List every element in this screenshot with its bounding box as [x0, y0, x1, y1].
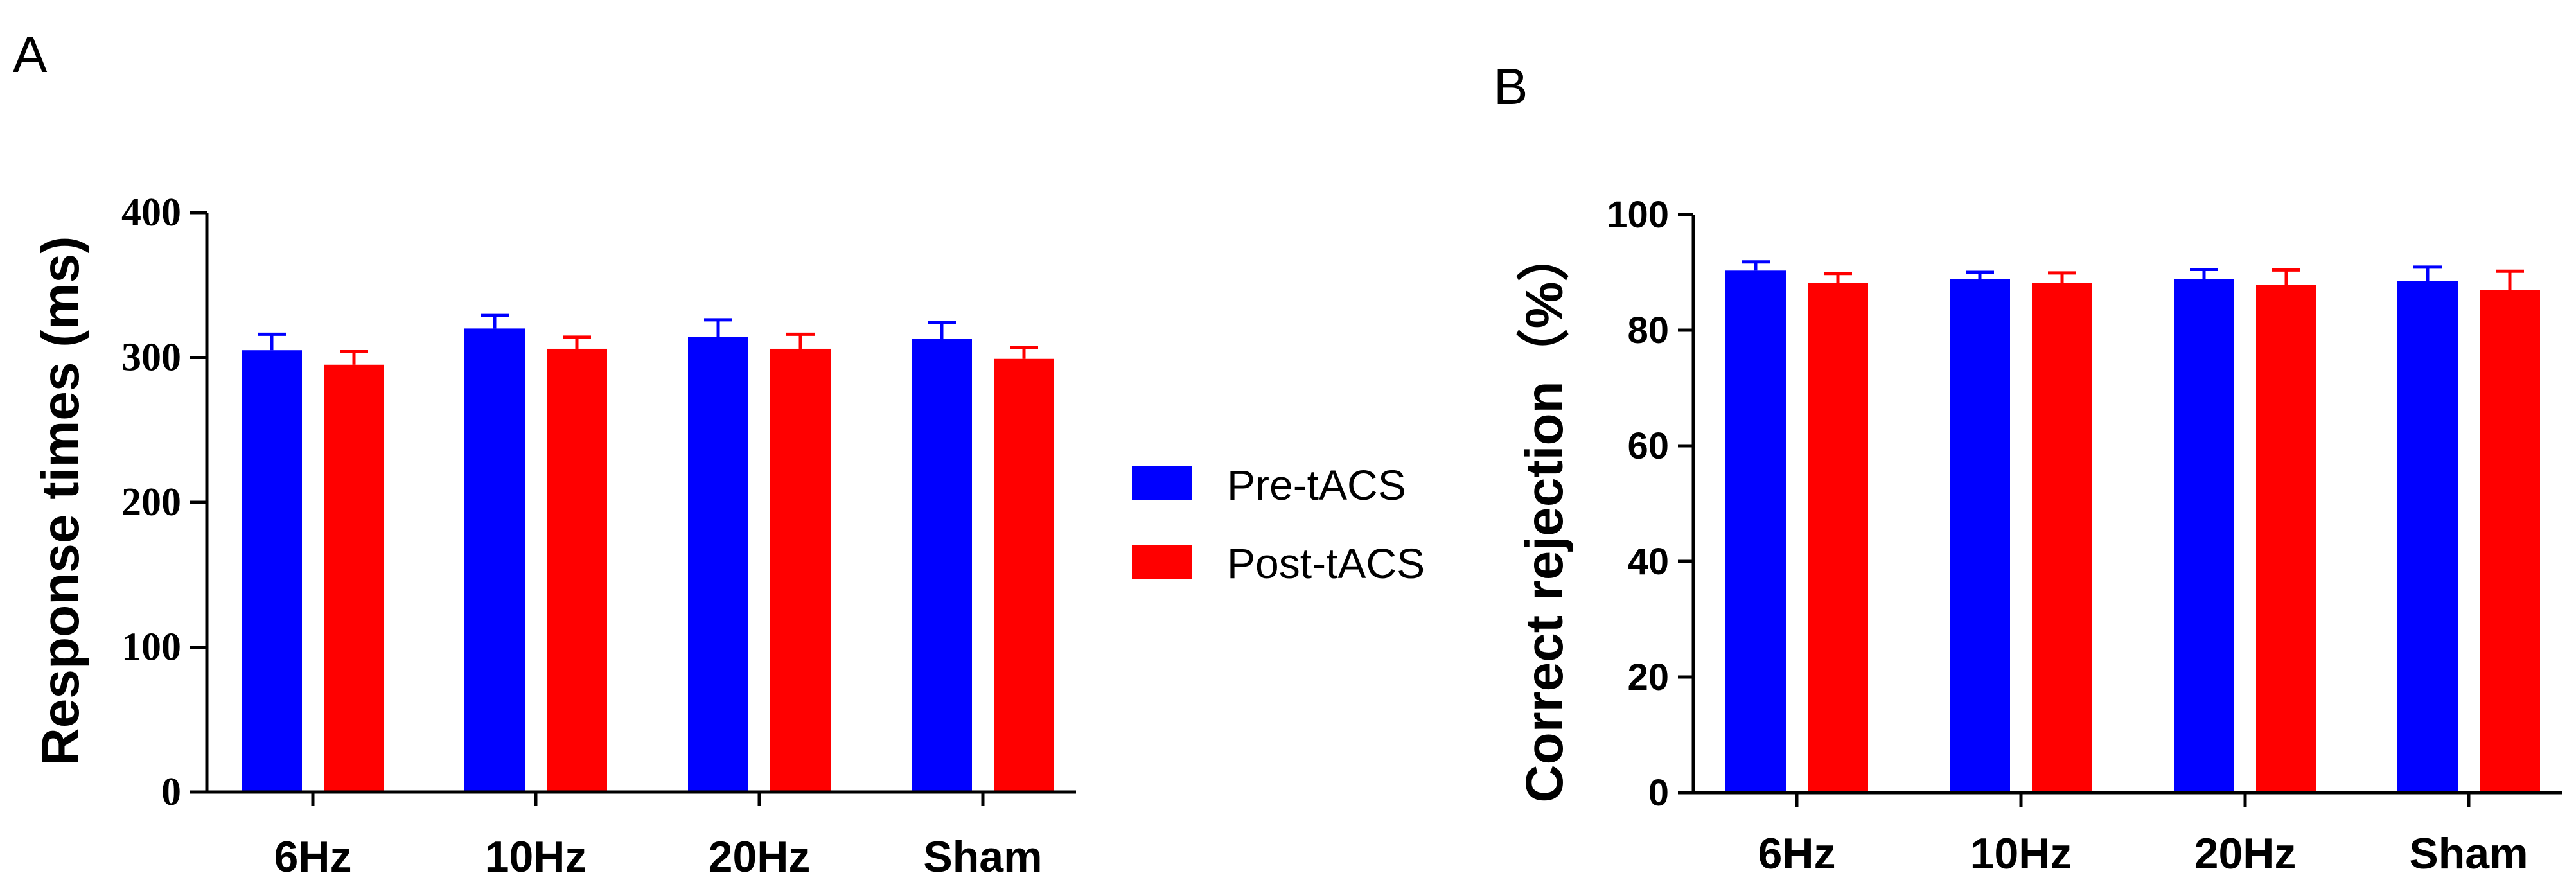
axes-a: [205, 213, 1076, 794]
y-tick-label: 0: [1648, 772, 1669, 814]
bar-post-tacs-6hz: [324, 364, 384, 792]
legend-swatch-pre: [1132, 466, 1192, 500]
bar-pre-tacs-6hz: [242, 350, 302, 792]
x-tick-label-sham: Sham: [2409, 829, 2528, 878]
y-tick-label: 200: [121, 480, 181, 524]
y-tick-label: 100: [1607, 194, 1669, 236]
y-tick-label: 300: [121, 336, 181, 380]
y-ticks-a: 0 100 200 300 400: [121, 191, 207, 814]
y-tick-label: 100: [121, 626, 181, 669]
y-tick-label: 40: [1627, 541, 1669, 583]
bar-post-tacs-10hz: [547, 348, 607, 792]
panel-label-b: B: [1494, 58, 1528, 115]
x-tick-label-sham: Sham: [923, 832, 1042, 881]
bar-pre-tacs-20hz: [688, 337, 748, 792]
legend: Pre-tACS Post-tACS: [1132, 461, 1425, 587]
x-tick-label-20hz: 20Hz: [2194, 829, 2297, 878]
x-tick-label-10hz: 10Hz: [485, 832, 587, 881]
bar-pre-tacs-sham: [2397, 281, 2458, 793]
x-tick-label-6hz: 6Hz: [274, 832, 352, 881]
axes-b: [1691, 215, 2562, 795]
bar-pre-tacs-10hz: [464, 328, 525, 792]
x-ticks-b: 6Hz 10Hz 20Hz Sham: [1758, 793, 2528, 878]
bar-post-tacs-20hz: [770, 348, 831, 792]
bar-pre-tacs-20hz: [2174, 279, 2234, 793]
x-tick-label-6hz: 6Hz: [1758, 829, 1836, 878]
x-tick-label-10hz: 10Hz: [1970, 829, 2072, 878]
y-tick-label: 0: [161, 770, 181, 814]
bar-post-tacs-20hz: [2256, 285, 2316, 793]
bars-b: [1725, 260, 2540, 793]
legend-label-post: Post-tACS: [1227, 540, 1425, 587]
x-tick-label-20hz: 20Hz: [709, 832, 811, 881]
bar-pre-tacs-sham: [912, 339, 972, 792]
panel-label-a: A: [13, 26, 48, 83]
bar-post-tacs-6hz: [1808, 283, 1868, 793]
y-tick-label: 60: [1627, 425, 1669, 467]
y-axis-title-b: Correct rejection（%）: [1515, 229, 1574, 802]
y-ticks-b: 0 20 40 60 80 100: [1607, 194, 1693, 814]
legend-label-pre: Pre-tACS: [1227, 461, 1406, 509]
bar-post-tacs-10hz: [2032, 283, 2092, 793]
x-ticks-a: 6Hz 10Hz 20Hz Sham: [274, 792, 1043, 881]
panel-a: A Response times (ms) 0 100 200 300 400 6Hz 1…: [13, 26, 1076, 881]
legend-swatch-post: [1132, 545, 1192, 579]
bar-pre-tacs-10hz: [1950, 279, 2010, 793]
bar-pre-tacs-6hz: [1725, 270, 1786, 793]
panel-b: B Correct rejection（%） 0 20 40 60 80 100 6Hz 1…: [1494, 58, 2562, 878]
y-axis-title-a: Response times (ms): [31, 236, 90, 766]
bar-post-tacs-sham: [994, 358, 1054, 792]
y-tick-label: 20: [1627, 656, 1669, 698]
bar-post-tacs-sham: [2480, 290, 2540, 793]
bars-a: [242, 313, 1054, 792]
y-tick-label: 400: [121, 191, 181, 234]
y-tick-label: 80: [1627, 310, 1669, 351]
